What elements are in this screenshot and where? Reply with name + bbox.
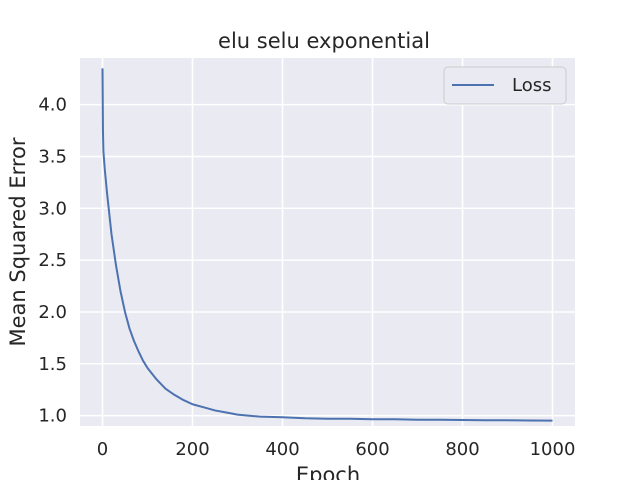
y-tick-label: 3.5	[38, 146, 67, 167]
grid-lines	[80, 58, 575, 426]
x-axis-label: Epoch	[296, 463, 360, 480]
x-tick-label: 400	[265, 439, 299, 460]
y-tick-label: 1.5	[38, 354, 67, 375]
series-line-loss	[101, 68, 553, 422]
legend-box	[443, 66, 567, 105]
y-tick-label: 4.0	[38, 95, 67, 116]
x-tick-label: 200	[175, 439, 209, 460]
x-tick-label: 600	[355, 439, 389, 460]
legend: Loss	[443, 66, 567, 105]
x-tick-label: 0	[97, 439, 108, 460]
x-tick-label: 800	[445, 439, 479, 460]
legend-label-loss: Loss	[512, 75, 551, 96]
plot-background	[80, 58, 575, 426]
y-tick-label: 2.0	[38, 302, 67, 323]
y-tick-label: 2.5	[38, 250, 67, 271]
x-tick-label: 1000	[530, 439, 576, 460]
y-tick-label: 1.0	[38, 406, 67, 427]
y-axis-label: Mean Squared Error	[6, 137, 30, 346]
chart-title: elu selu exponential	[218, 29, 430, 53]
tick-labels: 0 200 400 600 800 1000 1.0 1.5 2.0 2.5 3.0 3.5 4.0	[38, 95, 575, 460]
y-tick-label: 3.0	[38, 198, 67, 219]
series-layer	[101, 68, 553, 422]
